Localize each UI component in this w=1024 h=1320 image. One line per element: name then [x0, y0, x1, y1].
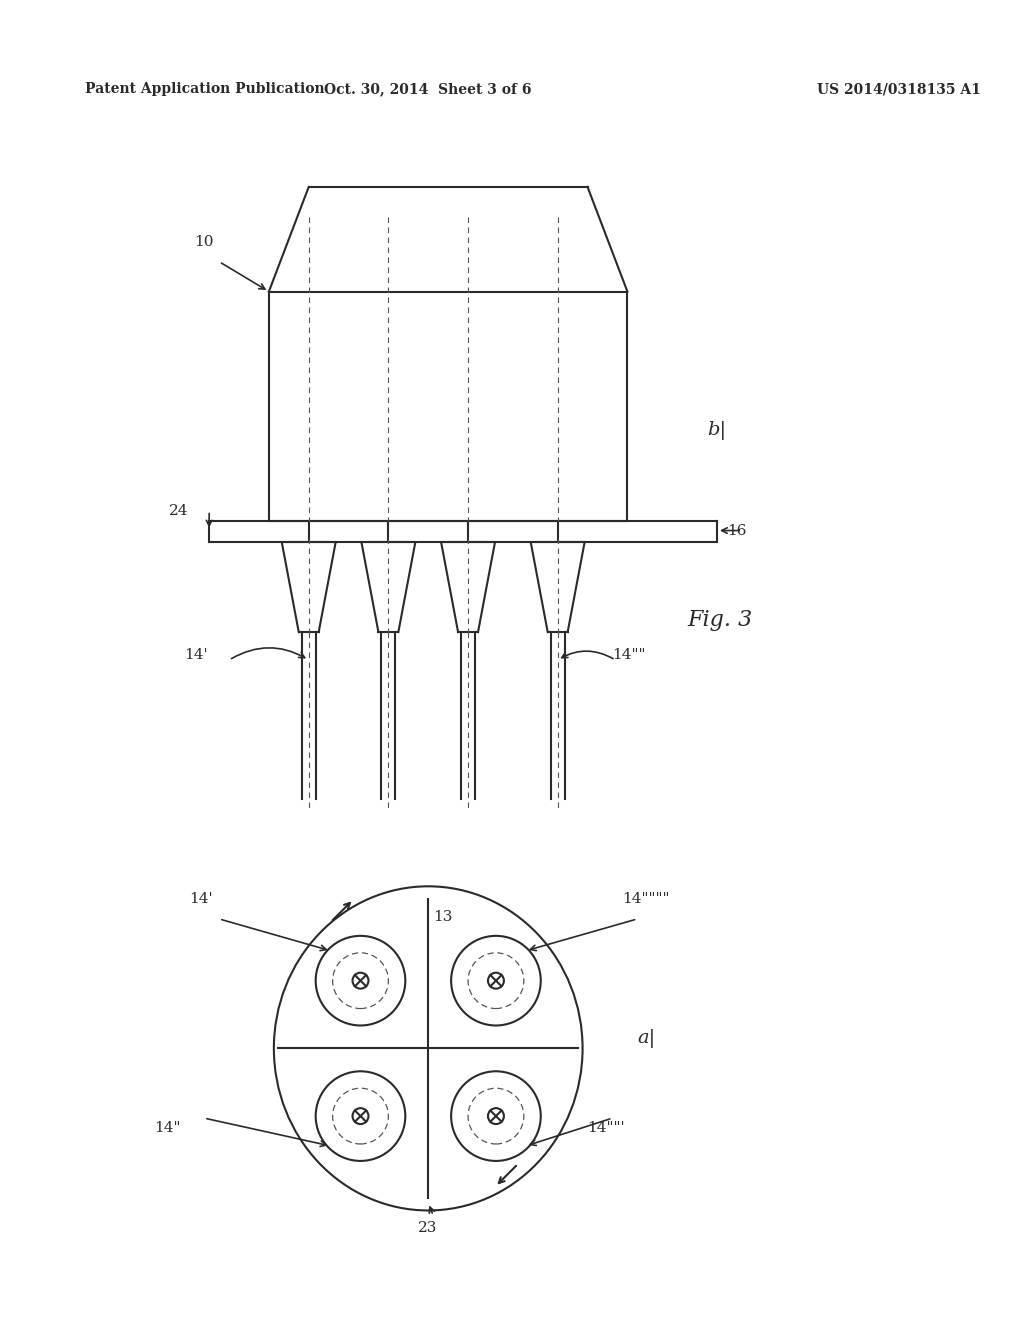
Text: 14""': 14""'	[588, 1121, 626, 1135]
Text: a|: a|	[637, 1028, 655, 1048]
Text: 13: 13	[433, 911, 453, 924]
Text: Fig. 3: Fig. 3	[687, 609, 753, 631]
Text: Oct. 30, 2014  Sheet 3 of 6: Oct. 30, 2014 Sheet 3 of 6	[325, 82, 532, 96]
Text: 14': 14'	[189, 892, 213, 906]
Text: 14": 14"	[155, 1121, 181, 1135]
Text: 14"": 14""	[612, 648, 646, 663]
Text: Patent Application Publication: Patent Application Publication	[85, 82, 325, 96]
Text: 23: 23	[418, 1221, 437, 1234]
Text: 16: 16	[727, 524, 746, 537]
Text: 14"""": 14""""	[623, 892, 670, 906]
Text: 24: 24	[169, 504, 188, 517]
Text: b|: b|	[707, 421, 726, 441]
Text: 10: 10	[195, 235, 214, 248]
Text: 14': 14'	[184, 648, 208, 663]
Text: US 2014/0318135 A1: US 2014/0318135 A1	[816, 82, 981, 96]
